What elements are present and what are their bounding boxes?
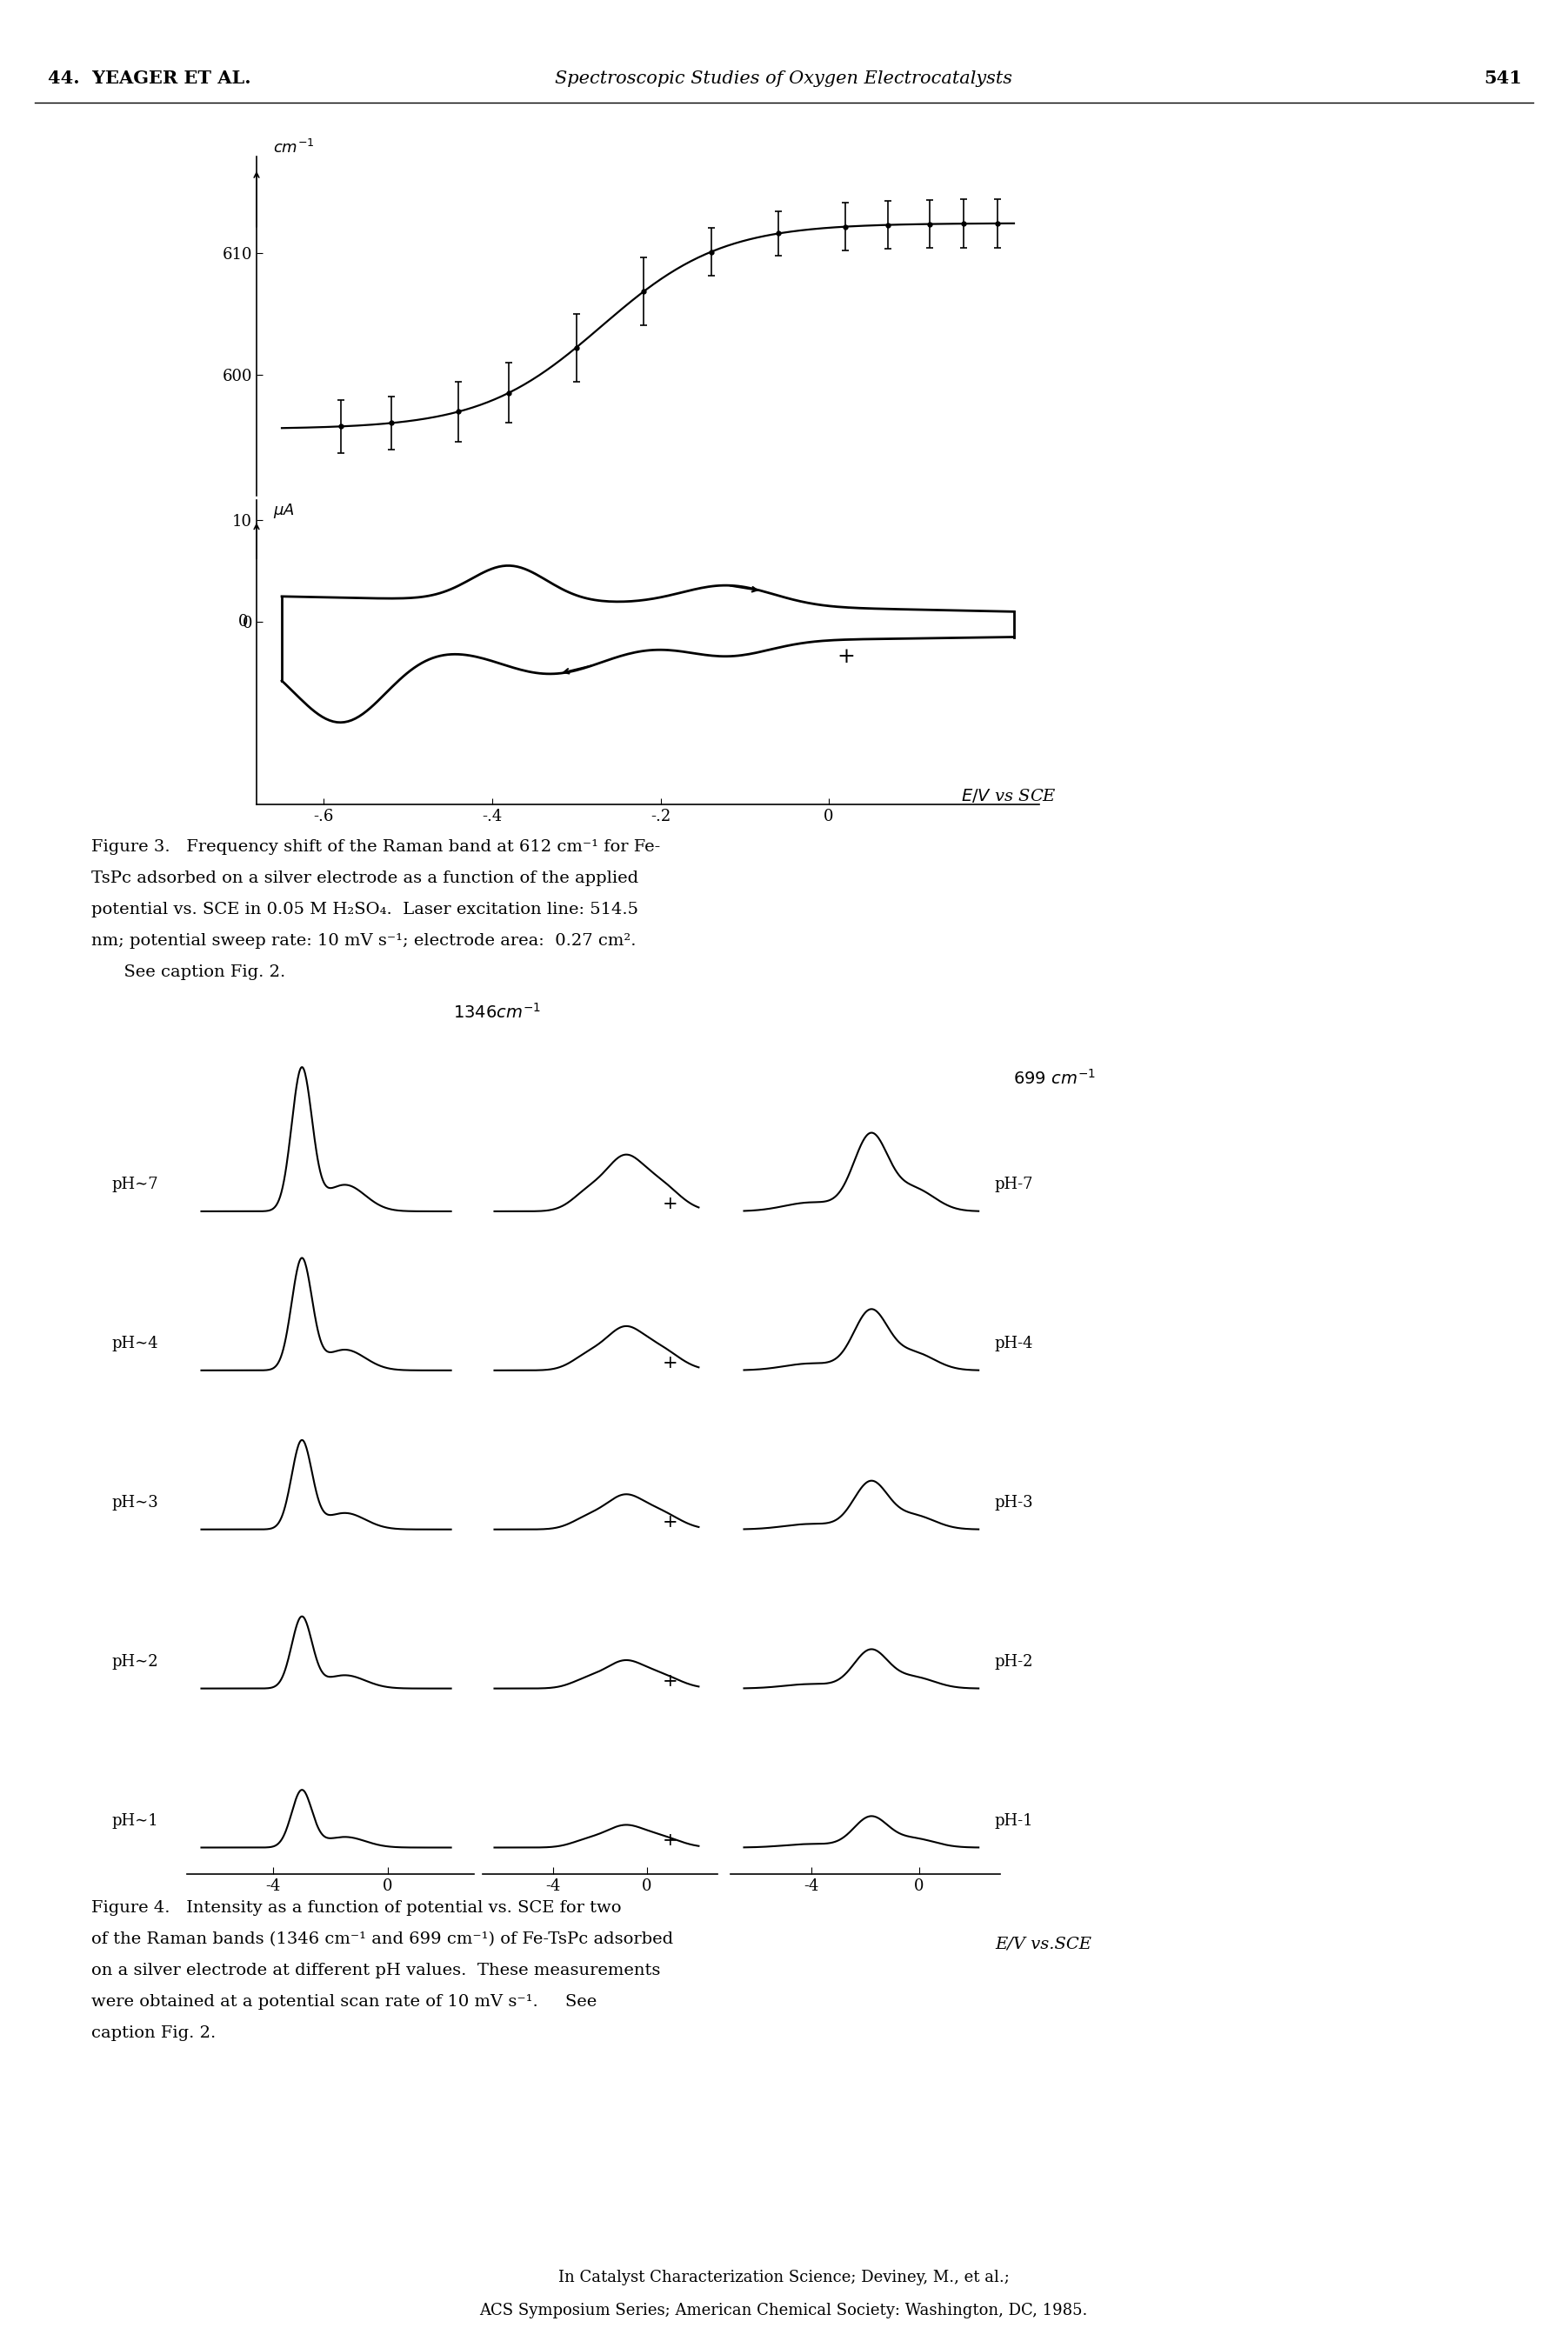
Text: caption Fig. 2.: caption Fig. 2. <box>91 2026 216 2040</box>
Text: In Catalyst Characterization Science; Deviney, M., et al.;: In Catalyst Characterization Science; De… <box>558 2271 1010 2285</box>
Text: See caption Fig. 2.: See caption Fig. 2. <box>91 965 285 979</box>
Text: pH-7: pH-7 <box>994 1176 1033 1193</box>
Text: +: + <box>663 1195 679 1212</box>
Text: +: + <box>663 1831 679 1848</box>
Text: $699\ cm^{-1}$: $699\ cm^{-1}$ <box>1013 1068 1096 1087</box>
Text: pH-4: pH-4 <box>994 1336 1033 1352</box>
Text: pH∼1: pH∼1 <box>111 1813 158 1829</box>
Text: pH-2: pH-2 <box>994 1653 1033 1669</box>
Text: potential vs. SCE in 0.05 M H₂SO₄.  Laser excitation line: 514.5: potential vs. SCE in 0.05 M H₂SO₄. Laser… <box>91 902 638 918</box>
Text: Figure 3.   Frequency shift of the Raman band at 612 cm⁻¹ for Fe-: Figure 3. Frequency shift of the Raman b… <box>91 838 660 855</box>
Text: on a silver electrode at different pH values.  These measurements: on a silver electrode at different pH va… <box>91 1963 660 1979</box>
Text: +: + <box>663 1674 679 1691</box>
Text: Figure 4.   Intensity as a function of potential vs. SCE for two: Figure 4. Intensity as a function of pot… <box>91 1900 621 1916</box>
Text: pH∼4: pH∼4 <box>111 1336 158 1352</box>
Text: $E/V$ vs SCE: $E/V$ vs SCE <box>961 787 1057 805</box>
Text: pH∼3: pH∼3 <box>111 1496 158 1510</box>
Text: 0: 0 <box>238 613 248 629</box>
Text: pH-3: pH-3 <box>994 1496 1033 1510</box>
Text: Spectroscopic Studies of Oxygen Electrocatalysts: Spectroscopic Studies of Oxygen Electroc… <box>555 70 1013 87</box>
Text: pH∼7: pH∼7 <box>111 1176 158 1193</box>
Text: +: + <box>837 648 855 667</box>
Text: were obtained at a potential scan rate of 10 mV s⁻¹.     See: were obtained at a potential scan rate o… <box>91 1993 597 2010</box>
Text: pH∼2: pH∼2 <box>111 1653 158 1669</box>
Text: +: + <box>663 1355 679 1371</box>
Text: $1346cm^{-1}$: $1346cm^{-1}$ <box>453 1003 541 1021</box>
Text: $cm^{-1}$: $cm^{-1}$ <box>273 139 315 157</box>
Text: nm; potential sweep rate: 10 mV s⁻¹; electrode area:  0.27 cm².: nm; potential sweep rate: 10 mV s⁻¹; ele… <box>91 932 637 949</box>
Text: ACS Symposium Series; American Chemical Society: Washington, DC, 1985.: ACS Symposium Series; American Chemical … <box>480 2303 1088 2317</box>
Text: pH-1: pH-1 <box>994 1813 1033 1829</box>
Text: TsPc adsorbed on a silver electrode as a function of the applied: TsPc adsorbed on a silver electrode as a… <box>91 871 638 885</box>
Text: E/V vs.SCE: E/V vs.SCE <box>994 1935 1091 1951</box>
Text: of the Raman bands (1346 cm⁻¹ and 699 cm⁻¹) of Fe-TsPc adsorbed: of the Raman bands (1346 cm⁻¹ and 699 cm… <box>91 1932 673 1946</box>
Text: +: + <box>663 1514 679 1531</box>
Text: 541: 541 <box>1483 70 1523 87</box>
Text: 44.  YEAGER ET AL.: 44. YEAGER ET AL. <box>49 70 251 87</box>
Text: $\mu A$: $\mu A$ <box>273 502 295 521</box>
